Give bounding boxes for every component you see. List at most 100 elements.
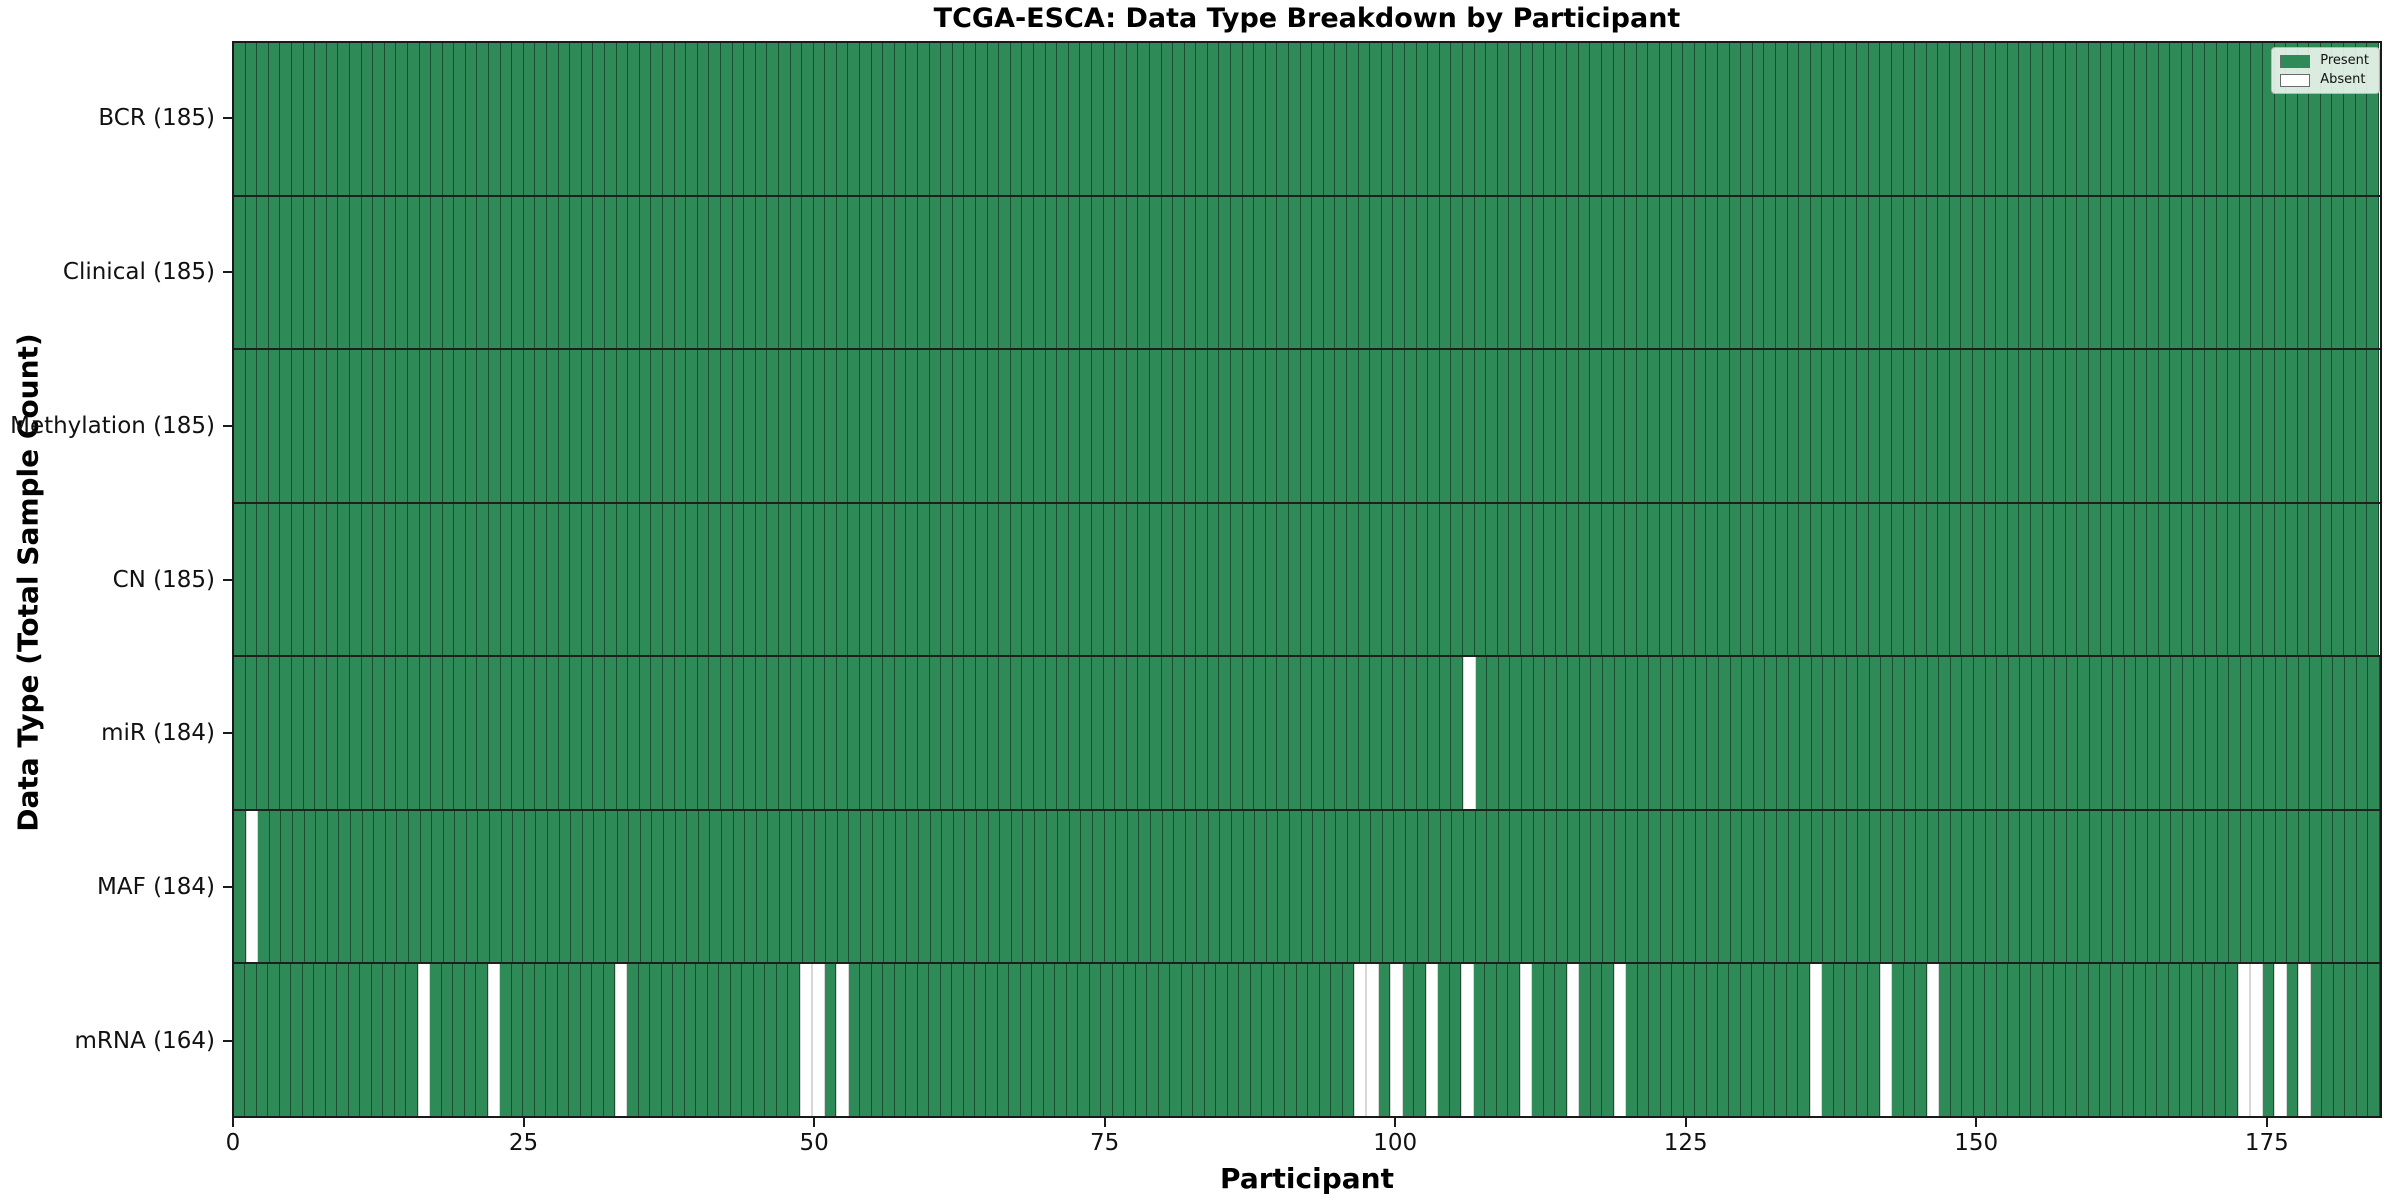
present-cell bbox=[2101, 657, 2114, 809]
present-cell bbox=[860, 350, 872, 502]
present-cell bbox=[1184, 503, 1197, 656]
present-cell bbox=[2320, 503, 2333, 656]
present-cell bbox=[697, 43, 710, 195]
present-cell bbox=[569, 964, 581, 1117]
present-cell bbox=[547, 503, 559, 656]
present-cell bbox=[1242, 350, 1255, 502]
present-cell bbox=[2031, 43, 2043, 195]
present-cell bbox=[1127, 810, 1140, 963]
absent-cell bbox=[836, 964, 849, 1117]
present-cell bbox=[1139, 810, 1151, 963]
present-cell bbox=[1683, 43, 1695, 195]
present-cell bbox=[1451, 503, 1463, 656]
present-cell bbox=[686, 196, 698, 349]
present-cell bbox=[523, 503, 536, 656]
present-cell bbox=[2089, 350, 2101, 502]
present-cell bbox=[1023, 810, 1035, 963]
present-cell bbox=[605, 196, 617, 349]
present-cell bbox=[338, 196, 350, 349]
present-cell bbox=[2113, 810, 2125, 963]
present-cell bbox=[1694, 503, 1707, 656]
present-cell bbox=[478, 810, 491, 963]
present-cell bbox=[640, 810, 653, 963]
present-cell bbox=[1579, 964, 1591, 1117]
present-cell bbox=[1741, 503, 1753, 656]
present-cell bbox=[1289, 43, 1301, 195]
present-cell bbox=[1301, 810, 1314, 963]
present-cell bbox=[1891, 196, 1904, 349]
present-cell bbox=[1637, 964, 1650, 1117]
present-cell bbox=[1916, 657, 1928, 809]
absent-cell bbox=[1566, 964, 1580, 1117]
present-cell bbox=[1184, 350, 1197, 502]
present-cell bbox=[1661, 657, 1673, 809]
present-cell bbox=[1207, 503, 1220, 656]
present-cell bbox=[1126, 503, 1139, 656]
present-cell bbox=[384, 43, 397, 195]
present-cell bbox=[1486, 43, 1498, 195]
present-cell bbox=[744, 350, 756, 502]
present-cell bbox=[1660, 43, 1672, 195]
present-cell bbox=[1846, 810, 1859, 963]
present-cell bbox=[512, 503, 524, 656]
present-cell bbox=[1475, 810, 1488, 963]
present-cell bbox=[686, 503, 698, 656]
present-cell bbox=[1010, 657, 1023, 809]
present-cell bbox=[616, 503, 629, 656]
present-cell bbox=[374, 810, 386, 963]
present-cell bbox=[431, 657, 443, 809]
present-cell bbox=[2090, 810, 2102, 963]
present-cell bbox=[476, 964, 488, 1117]
present-cell bbox=[942, 810, 954, 963]
present-cell bbox=[802, 503, 814, 656]
present-cell bbox=[1567, 43, 1579, 195]
present-cell bbox=[651, 196, 663, 349]
present-cell bbox=[430, 964, 442, 1117]
present-cell bbox=[709, 503, 721, 656]
present-cell bbox=[662, 196, 675, 349]
present-cell bbox=[2204, 503, 2217, 656]
y-tick-mark bbox=[223, 886, 232, 889]
present-cell bbox=[1057, 657, 1069, 809]
present-cell bbox=[326, 43, 339, 195]
present-cell bbox=[2252, 810, 2264, 963]
present-cell bbox=[848, 964, 861, 1117]
present-cell bbox=[1706, 964, 1718, 1117]
y-tick-label-MAF: MAF (184) bbox=[97, 874, 215, 901]
present-cell bbox=[860, 43, 872, 195]
present-cell bbox=[1091, 43, 1104, 195]
present-cell bbox=[825, 350, 837, 502]
heatmap-row-miR bbox=[234, 657, 2380, 811]
present-cell bbox=[745, 810, 757, 963]
present-cell bbox=[548, 810, 560, 963]
present-cell bbox=[2193, 43, 2205, 195]
present-cell bbox=[1752, 964, 1764, 1117]
present-cell bbox=[997, 964, 1010, 1117]
present-cell bbox=[1950, 964, 1963, 1117]
x-tick-mark bbox=[1975, 1118, 1978, 1127]
present-cell bbox=[1449, 964, 1462, 1117]
present-cell bbox=[2240, 810, 2253, 963]
present-cell bbox=[1520, 43, 1533, 195]
absent-cell bbox=[2274, 964, 2287, 1117]
present-cell bbox=[1833, 350, 1846, 502]
present-cell bbox=[1091, 350, 1104, 502]
present-cell bbox=[1022, 196, 1034, 349]
present-cell bbox=[883, 657, 895, 809]
present-cell bbox=[1543, 964, 1556, 1117]
present-cell bbox=[2228, 43, 2240, 195]
present-cell bbox=[1045, 350, 1058, 502]
present-cell bbox=[1277, 350, 1290, 502]
present-cell bbox=[894, 350, 907, 502]
present-cell bbox=[1996, 964, 2009, 1117]
present-cell bbox=[742, 964, 754, 1117]
present-cell bbox=[303, 657, 316, 809]
present-cell bbox=[2355, 350, 2368, 502]
present-cell bbox=[291, 503, 304, 656]
present-cell bbox=[1602, 503, 1614, 656]
present-cell bbox=[1296, 964, 1309, 1117]
present-cell bbox=[442, 43, 455, 195]
present-cell bbox=[1324, 810, 1337, 963]
present-cell bbox=[720, 196, 733, 349]
present-cell bbox=[1533, 810, 1546, 963]
